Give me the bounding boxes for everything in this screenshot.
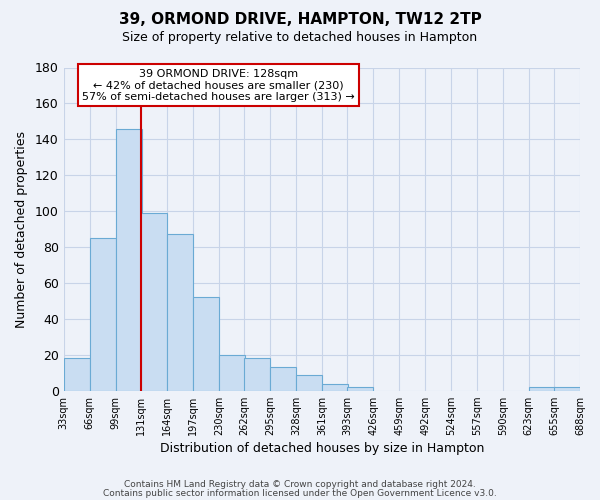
Bar (554, 387, 580, 390)
Text: Contains public sector information licensed under the Open Government Licence v3: Contains public sector information licen… (103, 488, 497, 498)
Bar (89, 238, 116, 390)
Text: 39 ORMOND DRIVE: 128sqm
← 42% of detached houses are smaller (230)
57% of semi-d: 39 ORMOND DRIVE: 128sqm ← 42% of detache… (82, 69, 355, 102)
Text: 39, ORMOND DRIVE, HAMPTON, TW12 2TP: 39, ORMOND DRIVE, HAMPTON, TW12 2TP (119, 12, 481, 28)
Bar (167, 234, 193, 390)
Y-axis label: Number of detached properties: Number of detached properties (15, 130, 28, 328)
Bar (529, 387, 555, 390)
X-axis label: Distribution of detached houses by size in Hampton: Distribution of detached houses by size … (160, 442, 484, 455)
Bar (322, 384, 348, 390)
Bar (141, 213, 167, 390)
Text: Size of property relative to detached houses in Hampton: Size of property relative to detached ho… (122, 31, 478, 44)
Bar (64, 358, 89, 390)
Bar (296, 374, 322, 390)
Bar (270, 368, 296, 390)
Text: Contains HM Land Registry data © Crown copyright and database right 2024.: Contains HM Land Registry data © Crown c… (124, 480, 476, 489)
Bar (193, 298, 219, 390)
Bar (244, 358, 270, 390)
Bar (219, 355, 245, 390)
Bar (116, 128, 142, 390)
Bar (347, 387, 373, 390)
